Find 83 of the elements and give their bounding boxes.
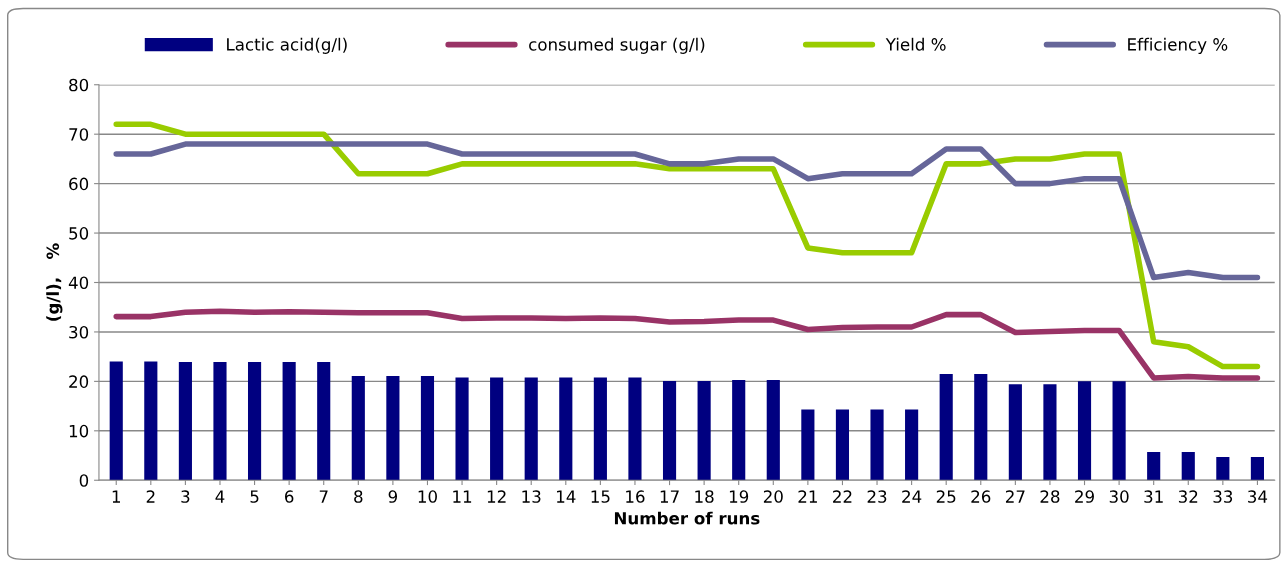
x-tick-label: 26 <box>971 490 991 503</box>
x-tick-label: 24 <box>902 490 922 503</box>
x-tick-label: 21 <box>798 490 817 503</box>
x-tick-label: 10 <box>418 490 437 503</box>
x-tick-label: 1 <box>112 490 120 503</box>
bar <box>697 380 711 481</box>
x-tick-label: 19 <box>729 490 749 503</box>
x-tick-label: 8 <box>354 490 363 503</box>
bar <box>420 375 435 481</box>
bar <box>178 362 192 481</box>
bar <box>801 409 815 481</box>
x-tick-label: 17 <box>660 490 679 503</box>
bar <box>662 380 677 481</box>
bar <box>247 362 262 481</box>
x-tick-label: 14 <box>557 490 576 503</box>
y-tick-label: 70 <box>69 128 89 141</box>
bar <box>317 362 331 481</box>
bar <box>593 377 607 481</box>
x-tick-label: 3 <box>181 490 190 503</box>
bar <box>559 377 573 481</box>
x-tick-label: 30 <box>1109 490 1129 503</box>
y-axis-title: (g/l), % <box>46 243 63 321</box>
x-tick-label: 5 <box>250 490 259 503</box>
y-tick-label: 50 <box>69 227 89 240</box>
bar <box>109 361 123 481</box>
x-tick-label: 20 <box>763 490 783 503</box>
bar <box>835 409 850 481</box>
y-tick-label: 60 <box>69 177 89 191</box>
y-tick-label: 0 <box>79 474 89 487</box>
bar <box>282 362 296 481</box>
bar <box>974 373 988 481</box>
bar <box>870 409 884 481</box>
bar <box>1216 457 1230 481</box>
bar <box>386 375 400 481</box>
bar <box>1077 381 1092 481</box>
bar <box>628 377 642 481</box>
bar <box>939 373 953 481</box>
x-tick-label: 11 <box>453 490 472 503</box>
bar <box>1250 457 1264 481</box>
x-tick-label: 4 <box>215 490 225 503</box>
bar <box>351 375 365 481</box>
bar <box>905 409 919 481</box>
x-tick-label: 6 <box>285 490 294 503</box>
y-tick-label: 20 <box>69 375 89 388</box>
x-tick-label: 13 <box>522 490 541 503</box>
x-tick-label: 32 <box>1178 490 1198 503</box>
bar <box>455 377 469 481</box>
legend-label: Lactic acid(g/l) <box>227 37 347 54</box>
x-tick-label: 28 <box>1040 490 1060 503</box>
x-tick-label: 25 <box>936 490 956 503</box>
bar <box>213 362 227 481</box>
legend-label: consumed sugar (g/l) <box>529 37 705 54</box>
x-tick-label: 15 <box>591 490 610 503</box>
x-tick-label: 29 <box>1075 490 1094 503</box>
y-tick-label: 40 <box>68 276 89 290</box>
bar <box>144 361 158 481</box>
y-tick-label: 10 <box>69 424 89 438</box>
x-axis-title: Number of runs <box>614 511 760 525</box>
x-tick-label: 23 <box>867 490 887 503</box>
y-tick-label: 80 <box>69 78 89 92</box>
x-tick-label: 18 <box>695 490 714 503</box>
bar <box>732 379 746 481</box>
x-tick-label: 22 <box>833 490 852 503</box>
x-tick-label: 34 <box>1248 490 1268 503</box>
x-tick-label: 12 <box>487 490 506 503</box>
legend-label: Yield % <box>885 37 946 51</box>
bar <box>524 377 538 481</box>
x-tick-label: 16 <box>626 490 645 503</box>
bar <box>766 379 780 481</box>
x-tick-label: 33 <box>1213 490 1233 503</box>
bar <box>1112 381 1126 481</box>
bar <box>1147 452 1161 481</box>
x-tick-label: 27 <box>1005 490 1025 503</box>
bar <box>1181 452 1195 481</box>
y-tick-label: 30 <box>69 325 89 339</box>
bar <box>490 377 504 481</box>
bar <box>1043 384 1057 481</box>
legend-label: Efficiency % <box>1128 37 1228 54</box>
x-tick-label: 7 <box>319 490 328 503</box>
x-tick-label: 9 <box>388 490 398 503</box>
x-tick-label: 31 <box>1144 490 1163 503</box>
bar <box>1008 384 1022 481</box>
x-tick-label: 2 <box>146 490 155 503</box>
